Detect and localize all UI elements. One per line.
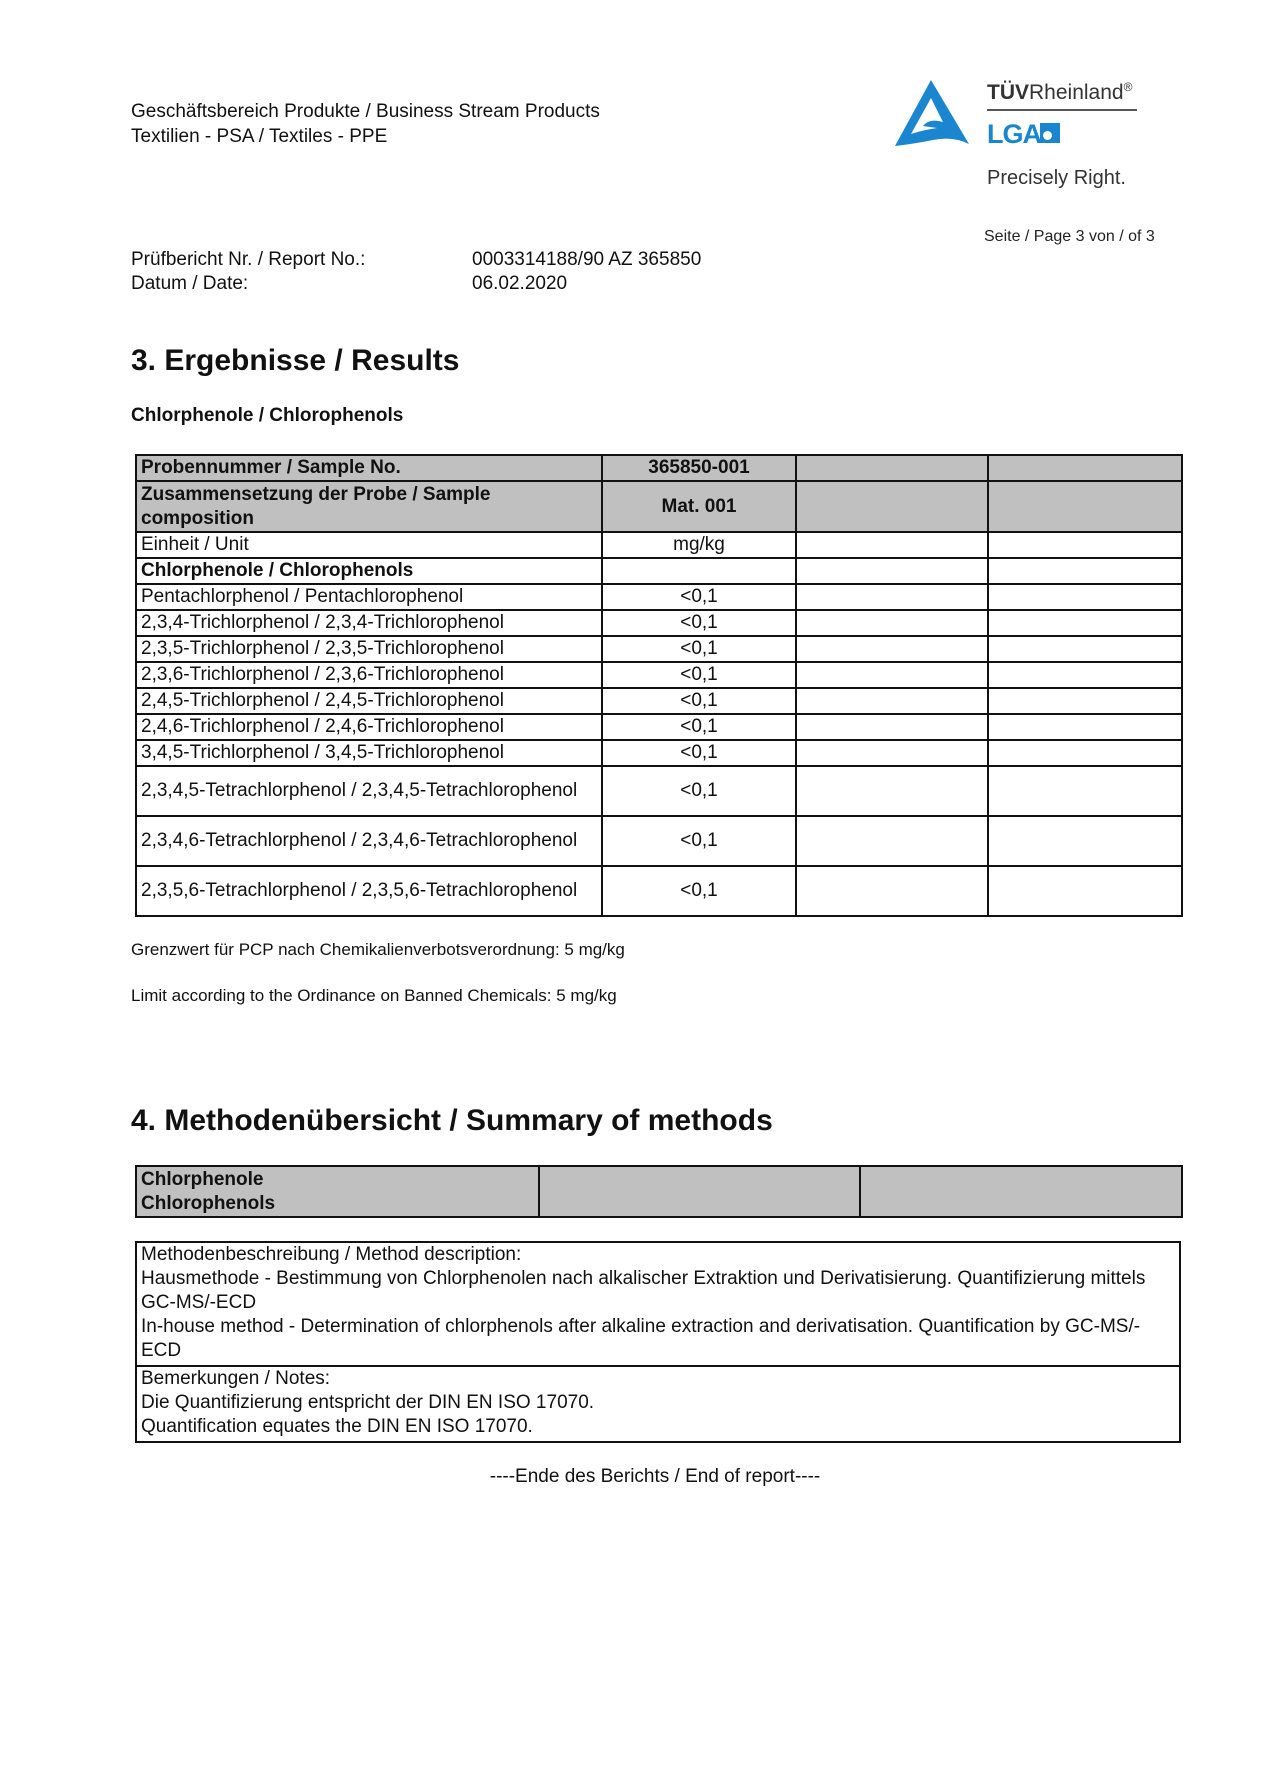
composition-label: Zusammensetzung der Probe / Sample compo… — [135, 480, 603, 533]
compound-name: 2,3,4,5-Tetrachlorphenol / 2,3,4,5-Tetra… — [135, 765, 603, 817]
lga-square-icon — [1040, 123, 1060, 143]
unit-label: Einheit / Unit — [135, 531, 603, 559]
compound-value: <0,1 — [601, 739, 797, 767]
compound-value: <0,1 — [601, 661, 797, 689]
desc-de: Hausmethode - Bestimmung von Chlorphenol… — [141, 1268, 1146, 1313]
result-row: 2,3,5,6-Tetrachlorphenol / 2,3,5,6-Tetra… — [135, 865, 1183, 917]
compound-value: <0,1 — [601, 635, 797, 663]
date-label: Datum / Date: — [131, 273, 249, 294]
limit-de: Grenzwert für PCP nach Chemikalienverbot… — [131, 940, 625, 959]
division: Textilien - PSA / Textiles - PPE — [131, 126, 388, 147]
group-label: Chlorphenole / Chlorophenols — [135, 557, 603, 585]
end-of-report: ----Ende des Berichts / End of report---… — [489, 1466, 821, 1487]
compound-value: <0,1 — [601, 713, 797, 741]
logo-lga: LGA — [987, 119, 1042, 149]
limit-en: Limit according to the Ordinance on Bann… — [131, 986, 617, 1005]
composition-value: Mat. 001 — [601, 480, 797, 533]
result-row: 2,3,6-Trichlorphenol / 2,3,6-Trichloroph… — [135, 661, 1183, 689]
result-row: 2,4,6-Trichlorphenol / 2,4,6-Trichloroph… — [135, 713, 1183, 741]
compound-name: 2,3,4-Trichlorphenol / 2,3,4-Trichloroph… — [135, 609, 603, 637]
unit-value: mg/kg — [601, 531, 797, 559]
results-subheading: Chlorphenole / Chlorophenols — [131, 405, 404, 426]
compound-value: <0,1 — [601, 765, 797, 817]
notes-de: Die Quantifizierung entspricht der DIN E… — [141, 1392, 595, 1413]
compound-name: 2,3,5-Trichlorphenol / 2,3,5-Trichloroph… — [135, 635, 603, 663]
report-no-value: 0003314188/90 AZ 365850 — [472, 249, 702, 270]
compound-name: 2,3,5,6-Tetrachlorphenol / 2,3,5,6-Tetra… — [135, 865, 603, 917]
sample-label: Probennummer / Sample No. — [135, 454, 603, 482]
methods-description-table: Methodenbeschreibung / Method descriptio… — [135, 1241, 1181, 1443]
desc-label: Methodenbeschreibung / Method descriptio… — [141, 1244, 522, 1265]
sample-row: Probennummer / Sample No. 365850-001 — [135, 454, 1183, 482]
result-row: 2,3,5-Trichlorphenol / 2,3,5-Trichloroph… — [135, 635, 1183, 663]
compound-value: <0,1 — [601, 609, 797, 637]
compound-value: <0,1 — [601, 583, 797, 611]
date-value: 06.02.2020 — [472, 273, 568, 294]
notes-label: Bemerkungen / Notes: — [141, 1368, 331, 1389]
page-number: Seite / Page 3 von / of 3 — [984, 228, 1155, 245]
compound-name: 3,4,5-Trichlorphenol / 3,4,5-Trichloroph… — [135, 739, 603, 767]
logo-brand: TÜVRheinland® — [987, 80, 1133, 104]
compound-name: Pentachlorphenol / Pentachlorophenol — [135, 583, 603, 611]
compound-name: 2,3,6-Trichlorphenol / 2,3,6-Trichloroph… — [135, 661, 603, 689]
methods-heading: 4. Methodenübersicht / Summary of method… — [131, 1104, 773, 1137]
result-row: 2,3,4,6-Tetrachlorphenol / 2,3,4,6-Tetra… — [135, 815, 1183, 867]
group-row: Chlorphenole / Chlorophenols — [135, 557, 1183, 585]
compound-name: 2,4,6-Trichlorphenol / 2,4,6-Trichloroph… — [135, 713, 603, 741]
compound-value: <0,1 — [601, 687, 797, 715]
logo-divider — [987, 109, 1137, 111]
methods-group-table: Chlorphenole Chlorophenols — [135, 1165, 1183, 1218]
compound-value: <0,1 — [601, 815, 797, 867]
tuv-triangle-logo-icon — [895, 80, 969, 146]
notes-en: Quantification equates the DIN EN ISO 17… — [141, 1416, 533, 1437]
report-no-label: Prüfbericht Nr. / Report No.: — [131, 249, 366, 270]
business-stream: Geschäftsbereich Produkte / Business Str… — [131, 101, 600, 122]
results-heading: 3. Ergebnisse / Results — [131, 344, 460, 377]
result-row: 2,3,4-Trichlorphenol / 2,3,4-Trichloroph… — [135, 609, 1183, 637]
result-row: 3,4,5-Trichlorphenol / 3,4,5-Trichloroph… — [135, 739, 1183, 767]
compound-value: <0,1 — [601, 865, 797, 917]
results-table: Probennummer / Sample No. 365850-001 Zusa… — [135, 454, 1183, 917]
result-row: Pentachlorphenol / Pentachlorophenol <0,1 — [135, 583, 1183, 611]
logo-tagline: Precisely Right. — [987, 167, 1126, 189]
group-en: Chlorophenols — [141, 1192, 276, 1214]
result-row: 2,4,5-Trichlorphenol / 2,4,5-Trichloroph… — [135, 687, 1183, 715]
group-de: Chlorphenole — [141, 1168, 264, 1190]
result-row: 2,3,4,5-Tetrachlorphenol / 2,3,4,5-Tetra… — [135, 765, 1183, 817]
composition-row: Zusammensetzung der Probe / Sample compo… — [135, 480, 1183, 533]
desc-en: In-house method - Determination of chlor… — [141, 1316, 1141, 1361]
sample-value: 365850-001 — [601, 454, 797, 482]
compound-name: 2,3,4,6-Tetrachlorphenol / 2,3,4,6-Tetra… — [135, 815, 603, 867]
compound-name: 2,4,5-Trichlorphenol / 2,4,5-Trichloroph… — [135, 687, 603, 715]
unit-row: Einheit / Unit mg/kg — [135, 531, 1183, 559]
